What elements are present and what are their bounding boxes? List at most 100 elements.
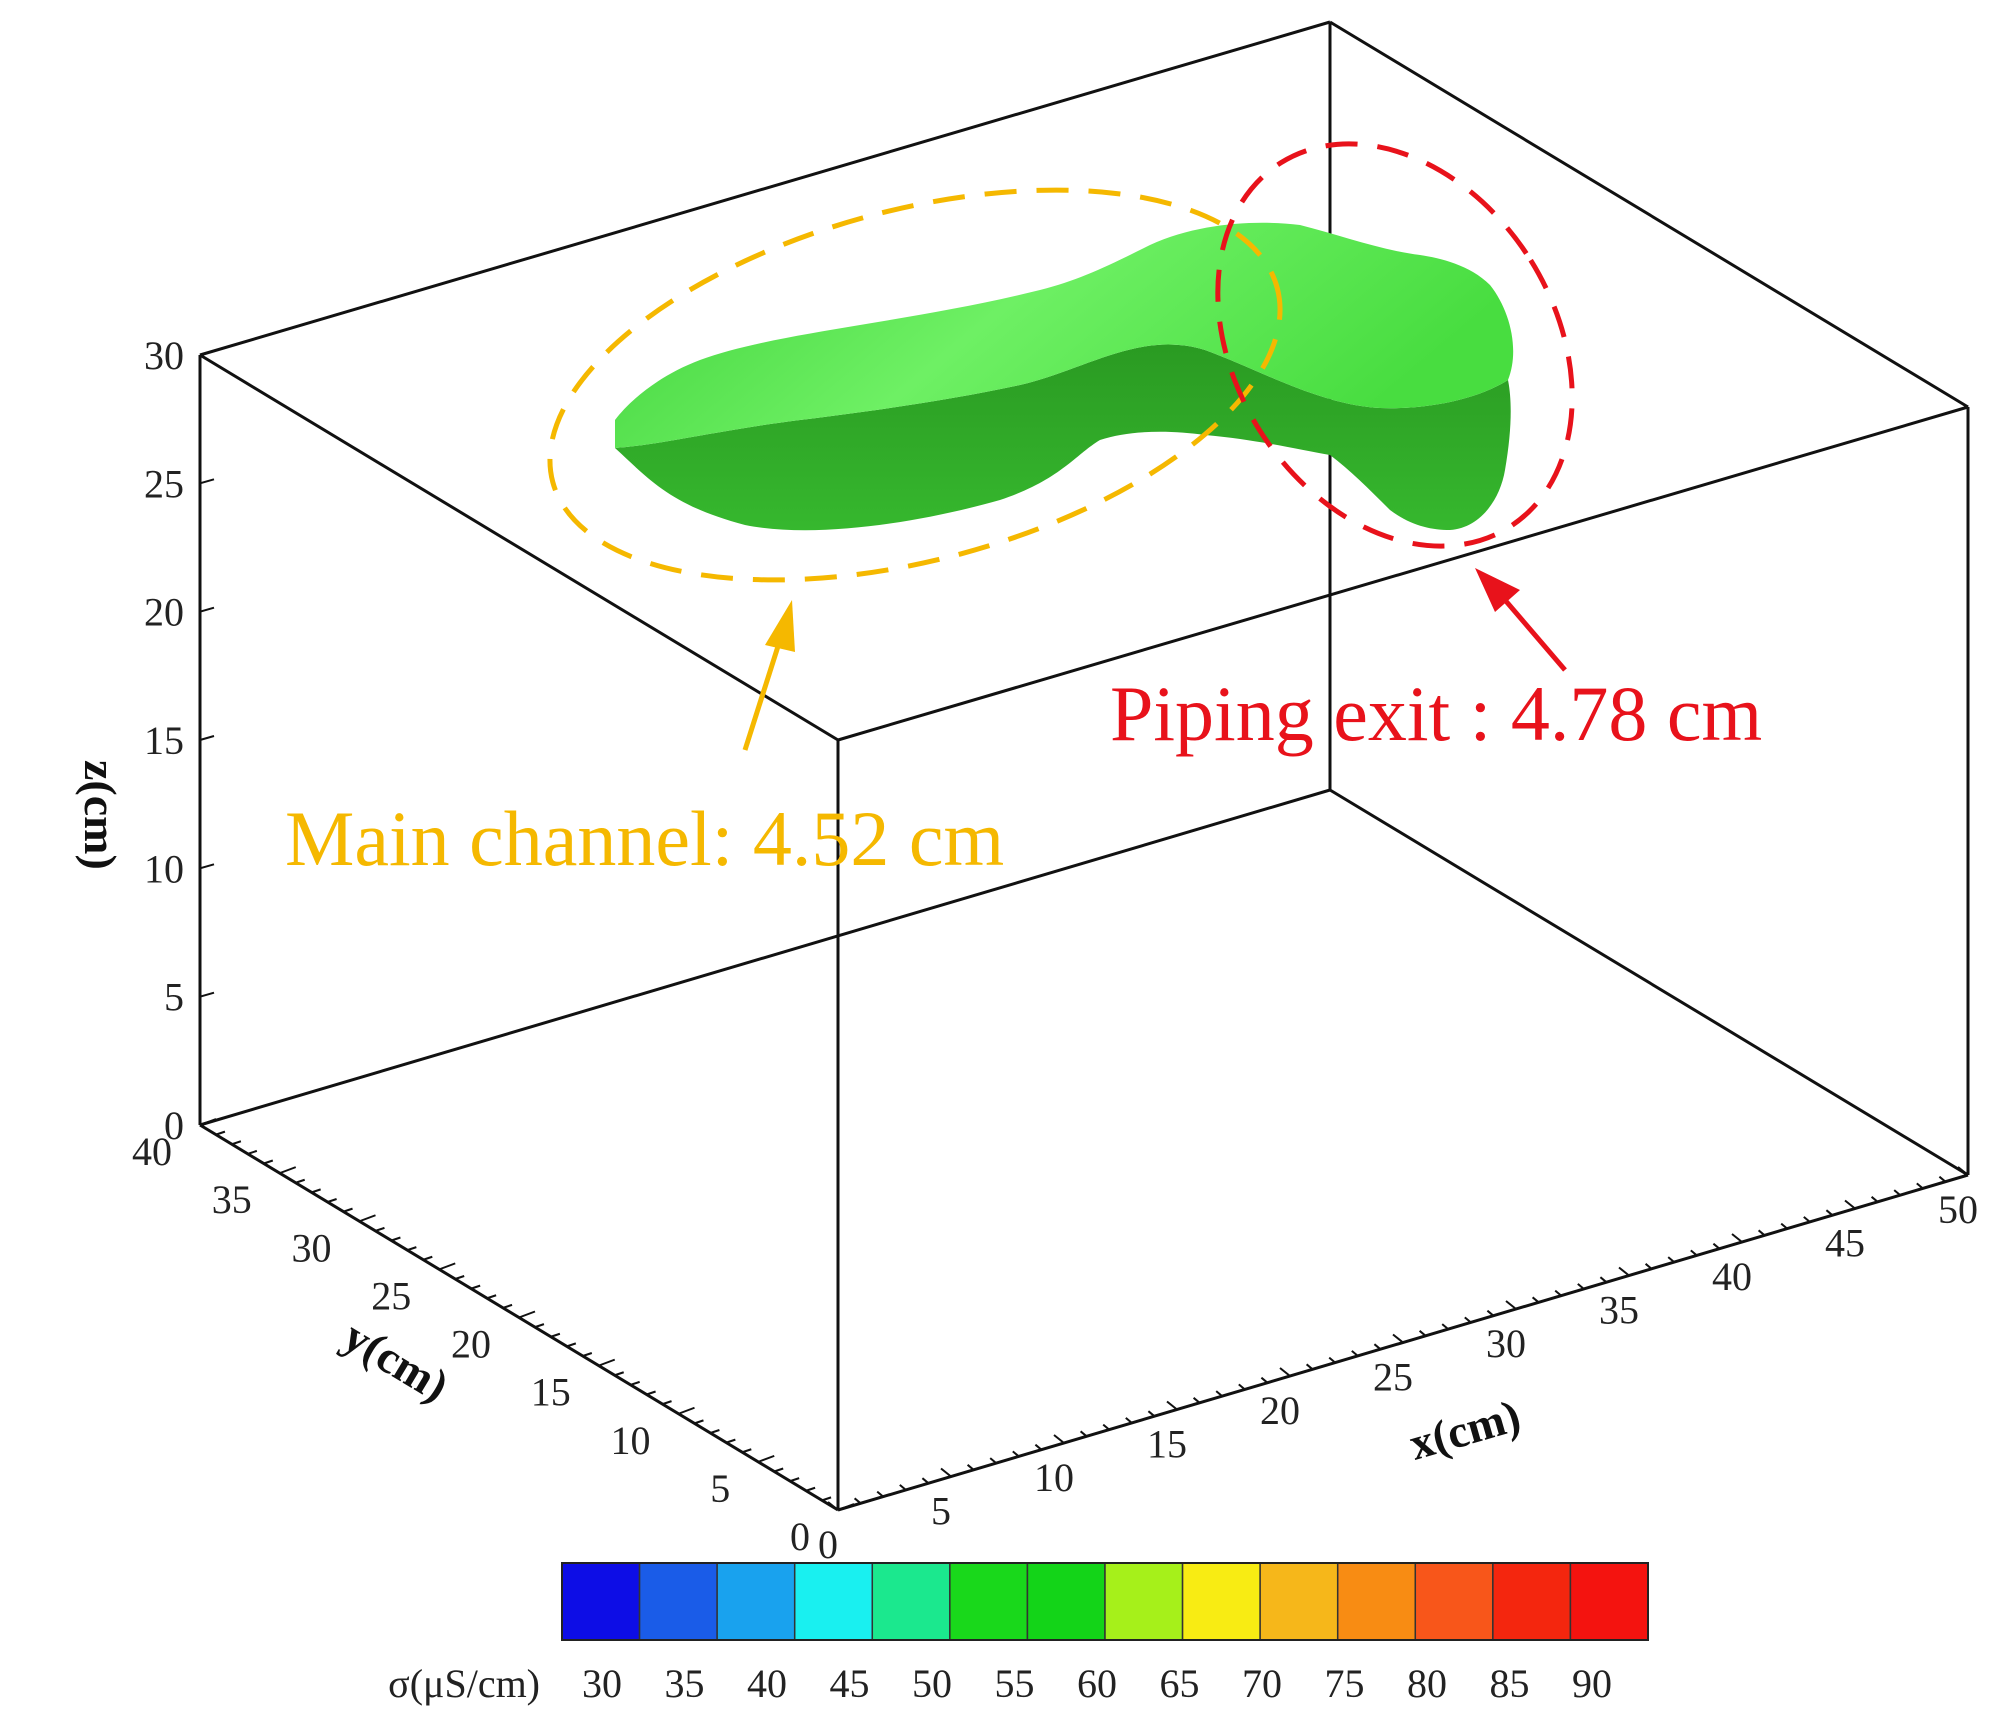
x-tick-mark bbox=[1166, 1400, 1178, 1411]
z-tick-mark bbox=[199, 991, 215, 998]
x-minor-tick bbox=[1034, 1443, 1043, 1451]
x-minor-tick bbox=[1373, 1343, 1382, 1350]
x-tick-mark bbox=[1618, 1266, 1630, 1277]
y-minor-tick bbox=[407, 1246, 417, 1252]
x-minor-tick bbox=[1418, 1330, 1427, 1337]
y-minor-tick bbox=[311, 1188, 321, 1194]
y-minor-tick bbox=[821, 1496, 832, 1502]
box-edge-back-bottom-right bbox=[1329, 788, 1969, 1177]
colorbar-tick-label: 45 bbox=[830, 1661, 870, 1706]
colorbar-swatch bbox=[638, 1562, 718, 1641]
x-tick-label: 10 bbox=[1034, 1455, 1074, 1500]
x-tick-label: 15 bbox=[1147, 1422, 1187, 1467]
y-minor-tick bbox=[422, 1255, 433, 1261]
y-minor-tick bbox=[726, 1438, 736, 1444]
y-minor-tick bbox=[263, 1159, 274, 1165]
x-tick-label: 0 bbox=[818, 1522, 838, 1567]
x-minor-tick bbox=[1305, 1363, 1314, 1371]
z-tick-label: 15 bbox=[144, 718, 184, 763]
box-edge-back-top bbox=[199, 20, 1331, 357]
y-tick-label: 30 bbox=[292, 1225, 332, 1270]
y-minor-tick bbox=[566, 1342, 577, 1348]
y-tick-mark bbox=[359, 1214, 376, 1223]
pipe-top bbox=[615, 222, 1514, 448]
piping-exit-annotation: Piping exit : 4.78 cm bbox=[1110, 670, 1762, 757]
x-tick-label: 45 bbox=[1825, 1221, 1865, 1266]
x-minor-tick bbox=[1757, 1229, 1766, 1237]
x-minor-tick bbox=[1916, 1182, 1924, 1190]
box-edge-back-bottom-left bbox=[199, 788, 1331, 1127]
colorbar-swatch bbox=[1492, 1562, 1572, 1641]
x-minor-tick bbox=[1690, 1249, 1698, 1257]
y-tick-mark bbox=[678, 1406, 695, 1415]
colorbar-title: σ(μS/cm) bbox=[388, 1661, 540, 1706]
y-minor-tick bbox=[247, 1149, 258, 1155]
colorbar-swatch bbox=[1569, 1562, 1649, 1641]
colorbar-tick-label: 80 bbox=[1407, 1661, 1447, 1706]
colorbar-swatch bbox=[1181, 1562, 1261, 1641]
y-minor-tick bbox=[343, 1207, 353, 1213]
y-tick-label: 25 bbox=[371, 1273, 411, 1318]
piping-exit-arrow bbox=[1475, 568, 1567, 672]
box-edge-top-left bbox=[199, 353, 839, 742]
colorbar-tick-label: 55 bbox=[995, 1661, 1035, 1706]
colorbar-tick-label: 70 bbox=[1242, 1661, 1282, 1706]
pipe-isosurface bbox=[615, 222, 1514, 531]
x-tick-label: 50 bbox=[1938, 1187, 1978, 1232]
y-minor-tick bbox=[486, 1294, 497, 1300]
x-minor-tick bbox=[1712, 1242, 1721, 1250]
y-minor-tick bbox=[630, 1380, 640, 1386]
colorbar-tick-label: 50 bbox=[912, 1661, 952, 1706]
x-minor-tick bbox=[1147, 1410, 1156, 1417]
x-tick-label: 25 bbox=[1373, 1355, 1413, 1400]
y-minor-tick bbox=[741, 1448, 752, 1454]
x-tick-mark bbox=[1053, 1434, 1065, 1444]
x-minor-tick bbox=[1012, 1450, 1020, 1458]
y-minor-tick bbox=[502, 1303, 513, 1309]
y-minor-tick bbox=[662, 1400, 672, 1406]
x-tick-mark bbox=[1844, 1199, 1856, 1210]
x-minor-tick bbox=[1215, 1390, 1223, 1397]
colorbar-swatch bbox=[1336, 1562, 1417, 1641]
x-minor-tick bbox=[1464, 1316, 1472, 1324]
x-minor-tick bbox=[1079, 1430, 1088, 1438]
x-tick-label: 20 bbox=[1260, 1388, 1300, 1433]
colorbar-tick-label: 35 bbox=[665, 1661, 705, 1706]
x-minor-tick bbox=[989, 1457, 997, 1464]
x-minor-tick bbox=[966, 1464, 975, 1471]
z-tick-label: 25 bbox=[144, 461, 184, 506]
main-channel-arrow bbox=[742, 600, 795, 751]
x-minor-tick bbox=[1554, 1289, 1562, 1297]
x-minor-tick bbox=[921, 1477, 930, 1484]
y-minor-tick bbox=[614, 1371, 625, 1377]
x-minor-tick bbox=[899, 1484, 907, 1491]
x-minor-tick bbox=[876, 1490, 884, 1498]
pipe-side bbox=[615, 344, 1511, 531]
colorbar-tick-label: 30 bbox=[582, 1661, 622, 1706]
y-minor-tick bbox=[582, 1352, 593, 1357]
x-tick-mark bbox=[1279, 1367, 1291, 1377]
x-axis-title: x(cm) bbox=[1404, 1390, 1526, 1470]
y-tick-mark bbox=[279, 1166, 297, 1175]
colorbar-swatch bbox=[793, 1562, 874, 1641]
x-tick-label: 30 bbox=[1486, 1321, 1526, 1366]
piping-exit-ellipse bbox=[1215, 141, 1575, 549]
x-tick-mark bbox=[940, 1467, 952, 1478]
y-minor-tick bbox=[773, 1467, 784, 1473]
y-minor-tick bbox=[534, 1323, 545, 1329]
x-minor-tick bbox=[853, 1497, 862, 1505]
x-minor-tick bbox=[1531, 1296, 1540, 1304]
x-minor-tick bbox=[1192, 1397, 1201, 1404]
x-minor-tick bbox=[1825, 1209, 1834, 1216]
colorbar-swatch bbox=[561, 1562, 641, 1641]
z-axis: 0 5 10 15 20 25 30 bbox=[144, 333, 215, 1148]
y-tick-mark bbox=[199, 1118, 217, 1126]
y-minor-tick bbox=[646, 1390, 656, 1396]
y-tick-label: 0 bbox=[790, 1514, 810, 1559]
colorbar-tick-label: 40 bbox=[747, 1661, 787, 1706]
z-tick-label: 0 bbox=[164, 1103, 184, 1148]
z-tick-mark bbox=[199, 735, 215, 741]
x-minor-tick bbox=[1260, 1376, 1269, 1384]
z-tick-label: 20 bbox=[144, 590, 184, 635]
x-minor-tick bbox=[1102, 1423, 1110, 1431]
